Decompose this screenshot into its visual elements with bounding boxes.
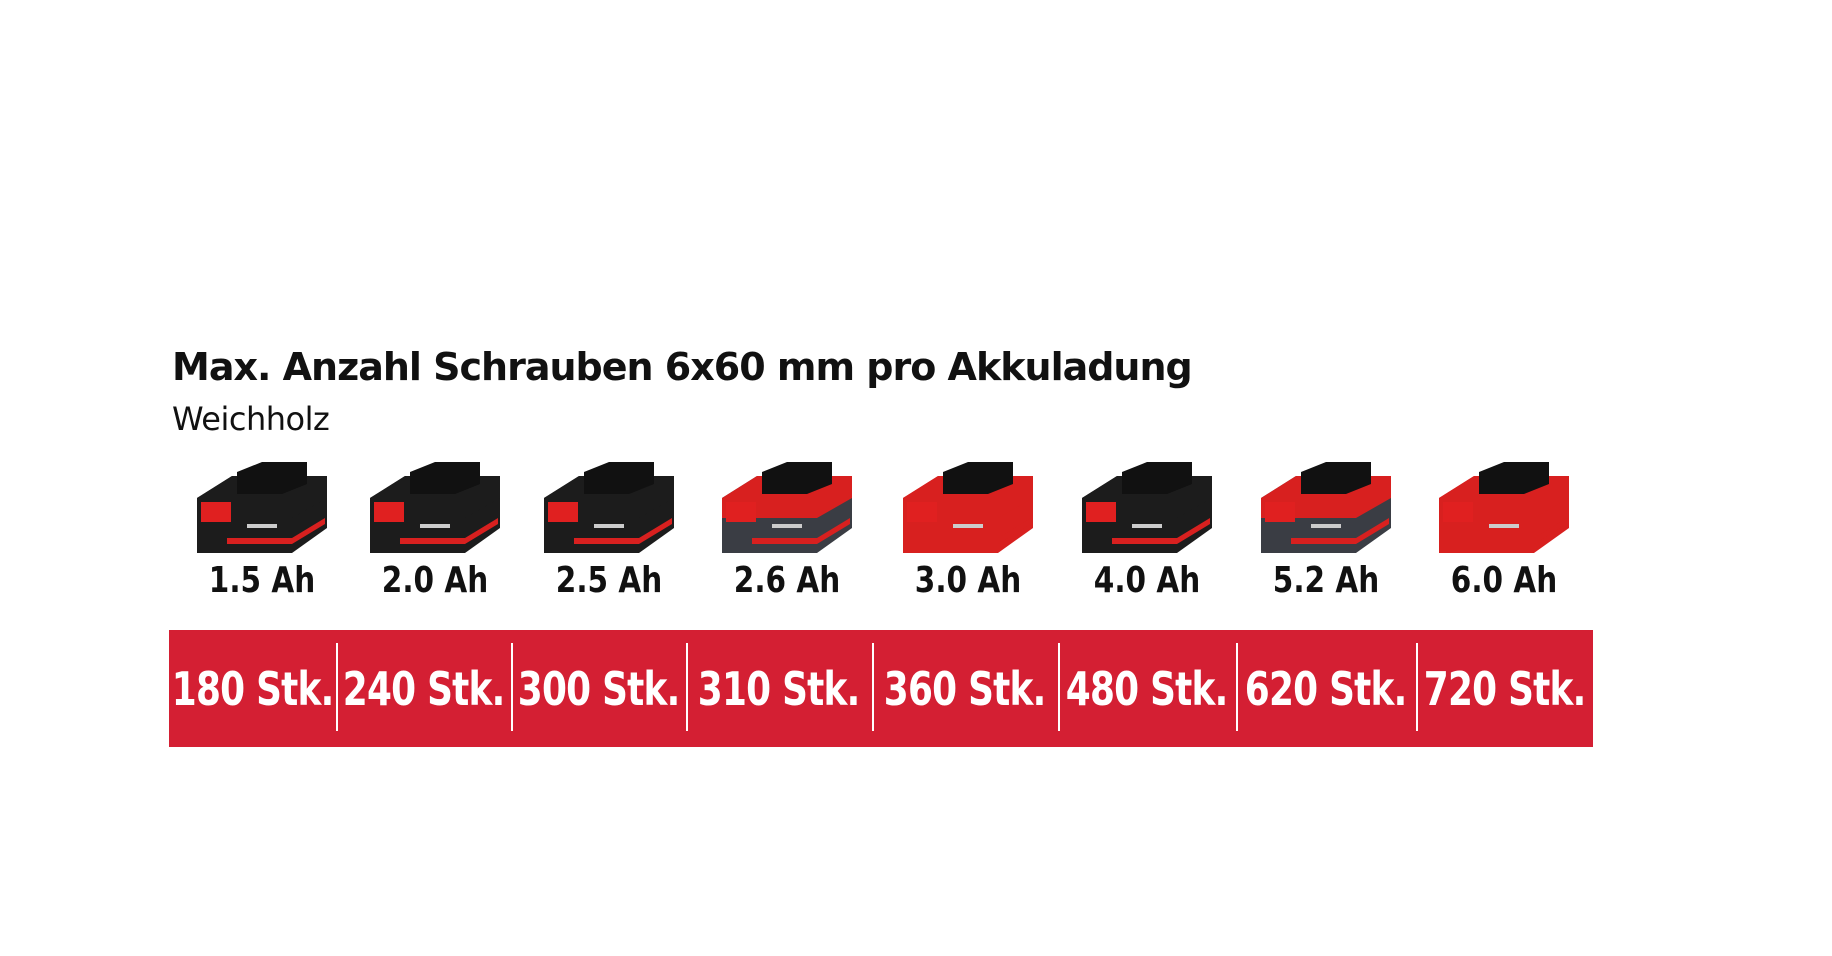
screw-count-cell: 620 Stk. xyxy=(1236,630,1416,747)
screw-count-cell: 180 Stk. xyxy=(169,630,336,747)
screw-count-cell: 310 Stk. xyxy=(686,630,872,747)
battery-capacity-label: 6.0 Ah xyxy=(1450,560,1558,601)
subtitle: Weichholz xyxy=(172,400,330,438)
screw-count: 360 Stk. xyxy=(884,661,1046,716)
battery-image xyxy=(534,458,684,558)
divider xyxy=(1416,643,1418,731)
screw-count: 620 Stk. xyxy=(1245,661,1407,716)
battery-capacity-label: 2.6 Ah xyxy=(733,560,841,601)
screw-count-cell: 300 Stk. xyxy=(511,630,686,747)
battery-icon xyxy=(544,462,674,553)
divider xyxy=(511,643,513,731)
battery-capacity-label: 5.2 Ah xyxy=(1272,560,1380,601)
screw-count-cell: 360 Stk. xyxy=(872,630,1058,747)
battery-icon xyxy=(1261,462,1391,553)
battery-image xyxy=(712,458,862,558)
screw-count: 720 Stk. xyxy=(1423,661,1586,716)
battery-capacity-label: 3.0 Ah xyxy=(914,560,1022,601)
battery-image xyxy=(360,458,510,558)
battery-capacity-label: 4.0 Ah xyxy=(1093,560,1201,601)
divider xyxy=(1058,643,1060,731)
battery-image xyxy=(1429,458,1579,558)
page-title: Max. Anzahl Schrauben 6x60 mm pro Akkula… xyxy=(172,345,1193,389)
battery-icon xyxy=(722,462,852,553)
screw-count: 310 Stk. xyxy=(698,661,860,716)
divider xyxy=(872,643,874,731)
battery-icon xyxy=(1439,462,1569,553)
screw-count: 180 Stk. xyxy=(171,661,334,716)
divider xyxy=(336,643,338,731)
screw-count-cell: 480 Stk. xyxy=(1058,630,1236,747)
count-bar: 180 Stk. 240 Stk. 300 Stk. 310 Stk. 360 Stk.… xyxy=(169,630,1593,747)
screw-count-cell: 240 Stk. xyxy=(336,630,511,747)
divider xyxy=(1236,643,1238,731)
screw-count: 480 Stk. xyxy=(1066,661,1228,716)
battery-icon xyxy=(1082,462,1212,553)
battery-icon xyxy=(197,462,327,553)
battery-capacity-label: 2.0 Ah xyxy=(381,560,489,601)
battery-capacity-label: 1.5 Ah xyxy=(208,560,316,601)
battery-icon xyxy=(903,462,1033,553)
battery-image xyxy=(187,458,337,558)
divider xyxy=(686,643,688,731)
battery-image xyxy=(893,458,1043,558)
screw-count: 300 Stk. xyxy=(517,661,680,716)
screw-count: 240 Stk. xyxy=(342,661,505,716)
battery-icon xyxy=(370,462,500,553)
screw-count-cell: 720 Stk. xyxy=(1416,630,1593,747)
battery-image xyxy=(1251,458,1401,558)
battery-capacity-label: 2.5 Ah xyxy=(555,560,663,601)
battery-image xyxy=(1072,458,1222,558)
